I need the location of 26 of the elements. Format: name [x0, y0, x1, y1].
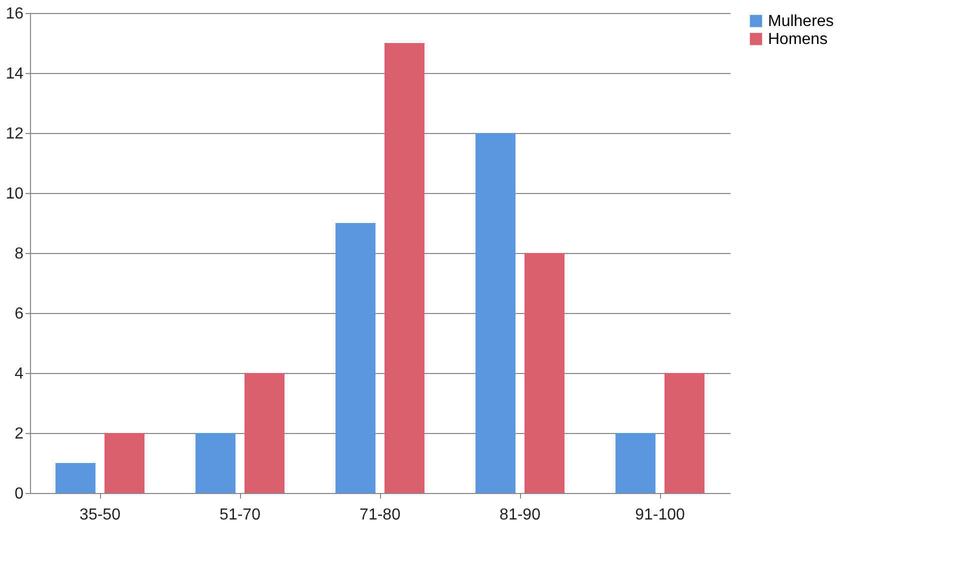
bar — [524, 253, 564, 493]
y-tick-label: 10 — [6, 186, 24, 202]
bar — [244, 373, 284, 493]
y-tick-label: 14 — [6, 66, 24, 82]
y-tick-label: 6 — [14, 306, 24, 322]
legend-label: Homens — [768, 31, 828, 48]
bar — [104, 433, 144, 493]
y-tick-label: 0 — [14, 486, 24, 502]
y-tick-label: 8 — [14, 246, 24, 262]
bar — [476, 133, 516, 493]
bar — [56, 463, 96, 493]
bar — [616, 433, 656, 493]
y-tick-label: 16 — [6, 6, 24, 22]
bar — [664, 373, 704, 493]
bar — [196, 433, 236, 493]
y-tick-label: 4 — [14, 366, 24, 382]
legend-label: Mulheres — [768, 13, 834, 30]
y-tick-label: 2 — [14, 426, 24, 442]
y-tick-label: 12 — [6, 126, 24, 142]
x-tick-label: 91-100 — [635, 506, 686, 524]
bar — [384, 43, 424, 493]
x-tick-label: 81-90 — [500, 506, 541, 524]
bar — [336, 223, 376, 493]
x-tick-label: 51-70 — [220, 506, 261, 524]
x-tick-label: 71-80 — [360, 506, 401, 524]
x-tick-label: 35-50 — [80, 506, 121, 524]
